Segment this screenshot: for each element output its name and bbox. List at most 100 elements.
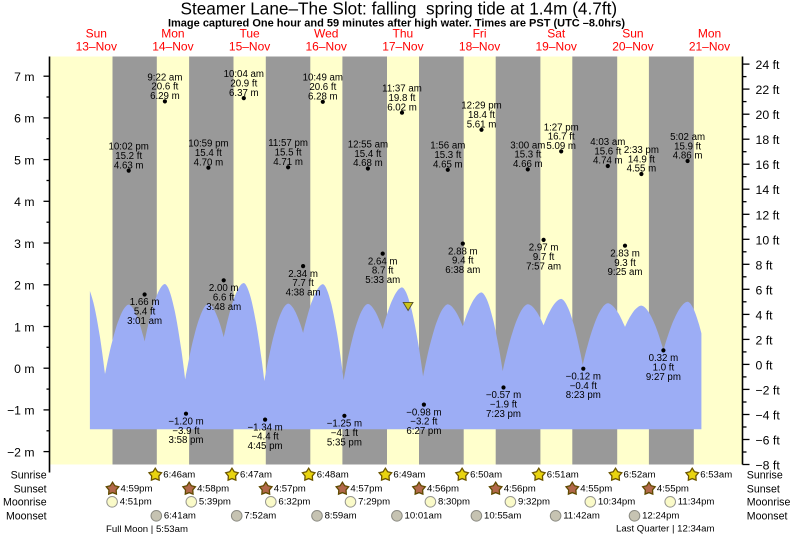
svg-text:15.4 ft: 15.4 ft (195, 148, 222, 159)
svg-text:2.34 m: 2.34 m (288, 269, 318, 280)
svg-text:24 ft: 24 ft (756, 58, 781, 72)
svg-text:6:47am: 6:47am (240, 470, 272, 481)
svg-text:3:58 pm: 3:58 pm (168, 435, 203, 446)
svg-text:11:57 pm: 11:57 pm (268, 138, 308, 149)
svg-text:4:59pm: 4:59pm (121, 484, 153, 495)
svg-text:−6 ft: −6 ft (756, 434, 781, 448)
svg-text:10:49 am: 10:49 am (303, 73, 343, 84)
svg-text:Fri: Fri (473, 27, 487, 41)
svg-text:5:02 am: 5:02 am (670, 132, 705, 143)
svg-text:8 ft: 8 ft (756, 258, 774, 272)
svg-text:4.70 m: 4.70 m (194, 157, 224, 168)
svg-text:9.7 ft: 9.7 ft (533, 252, 555, 263)
svg-text:8:30pm: 8:30pm (438, 497, 470, 508)
svg-text:4 m: 4 m (14, 195, 34, 209)
svg-text:8:59am: 8:59am (325, 511, 357, 522)
svg-text:18 ft: 18 ft (756, 133, 781, 147)
svg-text:4.71 m: 4.71 m (273, 157, 303, 168)
svg-text:15–Nov: 15–Nov (229, 40, 270, 54)
svg-text:12:55 am: 12:55 am (348, 139, 388, 150)
svg-text:20 ft: 20 ft (756, 108, 781, 122)
svg-text:Steamer Lane–The Slot: falling: Steamer Lane–The Slot: falling spring ti… (180, 0, 617, 19)
svg-text:−3.9 ft: −3.9 ft (172, 426, 200, 437)
svg-text:−4.1 ft: −4.1 ft (331, 428, 359, 439)
svg-text:19.8 ft: 19.8 ft (389, 93, 416, 104)
svg-text:6:51am: 6:51am (547, 470, 579, 481)
svg-text:5:39pm: 5:39pm (199, 497, 231, 508)
svg-text:12:24pm: 12:24pm (642, 511, 679, 522)
svg-text:10:02 pm: 10:02 pm (108, 142, 148, 153)
svg-text:1.66 m: 1.66 m (130, 297, 160, 308)
svg-text:4:58pm: 4:58pm (197, 484, 229, 495)
svg-text:20.6 ft: 20.6 ft (151, 82, 178, 93)
svg-text:6:53am: 6:53am (700, 470, 732, 481)
svg-text:Moonset: Moonset (747, 511, 788, 523)
svg-text:6.28 m: 6.28 m (308, 92, 338, 103)
svg-text:12 ft: 12 ft (756, 208, 781, 222)
svg-text:1:56 am: 1:56 am (430, 141, 465, 152)
svg-text:20.6 ft: 20.6 ft (309, 82, 336, 93)
svg-text:16.7 ft: 16.7 ft (548, 132, 575, 143)
svg-text:−4 ft: −4 ft (756, 409, 781, 423)
svg-text:20.9 ft: 20.9 ft (230, 78, 257, 89)
svg-text:4.86 m: 4.86 m (673, 151, 703, 162)
svg-text:10 ft: 10 ft (756, 233, 781, 247)
svg-text:4:03 am: 4:03 am (590, 137, 625, 148)
svg-text:9:25 am: 9:25 am (607, 267, 642, 278)
svg-text:8.7 ft: 8.7 ft (372, 266, 394, 277)
svg-text:15.2 ft: 15.2 ft (115, 151, 142, 162)
svg-text:14.9 ft: 14.9 ft (628, 154, 655, 165)
svg-text:6.37 m: 6.37 m (229, 88, 259, 99)
svg-text:−0.4 ft: −0.4 ft (570, 381, 598, 392)
svg-text:7:57 am: 7:57 am (526, 261, 561, 272)
svg-text:6.29 m: 6.29 m (150, 91, 180, 102)
svg-text:5 m: 5 m (14, 153, 34, 167)
svg-text:15.3 ft: 15.3 ft (514, 150, 541, 161)
svg-text:6:41am: 6:41am (164, 511, 196, 522)
svg-text:15.4 ft: 15.4 ft (354, 149, 381, 160)
svg-text:−3.2 ft: −3.2 ft (410, 417, 438, 428)
svg-text:Sunset: Sunset (747, 484, 780, 496)
svg-text:10:55am: 10:55am (484, 511, 521, 522)
svg-text:−8 ft: −8 ft (756, 459, 781, 473)
svg-text:21–Nov: 21–Nov (689, 40, 730, 54)
svg-text:7.7 ft: 7.7 ft (292, 278, 314, 289)
svg-text:4:55pm: 4:55pm (580, 484, 612, 495)
svg-text:6 m: 6 m (14, 112, 34, 126)
svg-text:12:29 pm: 12:29 pm (461, 101, 501, 112)
svg-text:15.3 ft: 15.3 ft (434, 150, 461, 161)
svg-text:9:22 am: 9:22 am (147, 72, 182, 83)
svg-text:6:48am: 6:48am (317, 470, 349, 481)
svg-text:1.0 ft: 1.0 ft (653, 363, 675, 374)
svg-text:4.66 m: 4.66 m (513, 159, 543, 170)
svg-text:6:46am: 6:46am (163, 470, 195, 481)
svg-text:7:29pm: 7:29pm (358, 497, 390, 508)
svg-text:9:32pm: 9:32pm (518, 497, 550, 508)
svg-text:Thu: Thu (393, 27, 414, 41)
svg-text:4.55 m: 4.55 m (627, 164, 657, 175)
svg-text:−1.25 m: −1.25 m (327, 419, 362, 430)
svg-text:Sun: Sun (86, 27, 107, 41)
svg-text:2:33 pm: 2:33 pm (624, 145, 659, 156)
svg-text:Sun: Sun (622, 27, 643, 41)
svg-text:3:48 am: 3:48 am (206, 302, 241, 313)
svg-text:0 m: 0 m (14, 362, 34, 376)
svg-text:Last Quarter | 12:34am: Last Quarter | 12:34am (616, 523, 714, 534)
svg-text:4.63 m: 4.63 m (114, 160, 144, 171)
svg-text:18–Nov: 18–Nov (459, 40, 500, 54)
svg-text:9:27 pm: 9:27 pm (646, 372, 681, 383)
svg-text:20–Nov: 20–Nov (612, 40, 653, 54)
svg-text:10:04 am: 10:04 am (224, 69, 264, 80)
svg-text:4.65 m: 4.65 m (433, 160, 463, 171)
svg-text:6.02 m: 6.02 m (387, 102, 417, 113)
svg-text:11:42am: 11:42am (563, 511, 600, 522)
svg-text:17–Nov: 17–Nov (382, 40, 423, 54)
svg-text:16–Nov: 16–Nov (306, 40, 347, 54)
svg-text:8:23 pm: 8:23 pm (566, 390, 601, 401)
svg-text:3:00 am: 3:00 am (510, 140, 545, 151)
svg-text:4.74 m: 4.74 m (593, 156, 623, 167)
svg-text:4:38 am: 4:38 am (286, 288, 321, 299)
svg-text:7:23 pm: 7:23 pm (486, 409, 521, 420)
svg-text:4 ft: 4 ft (756, 308, 774, 322)
svg-text:10:01am: 10:01am (405, 511, 442, 522)
